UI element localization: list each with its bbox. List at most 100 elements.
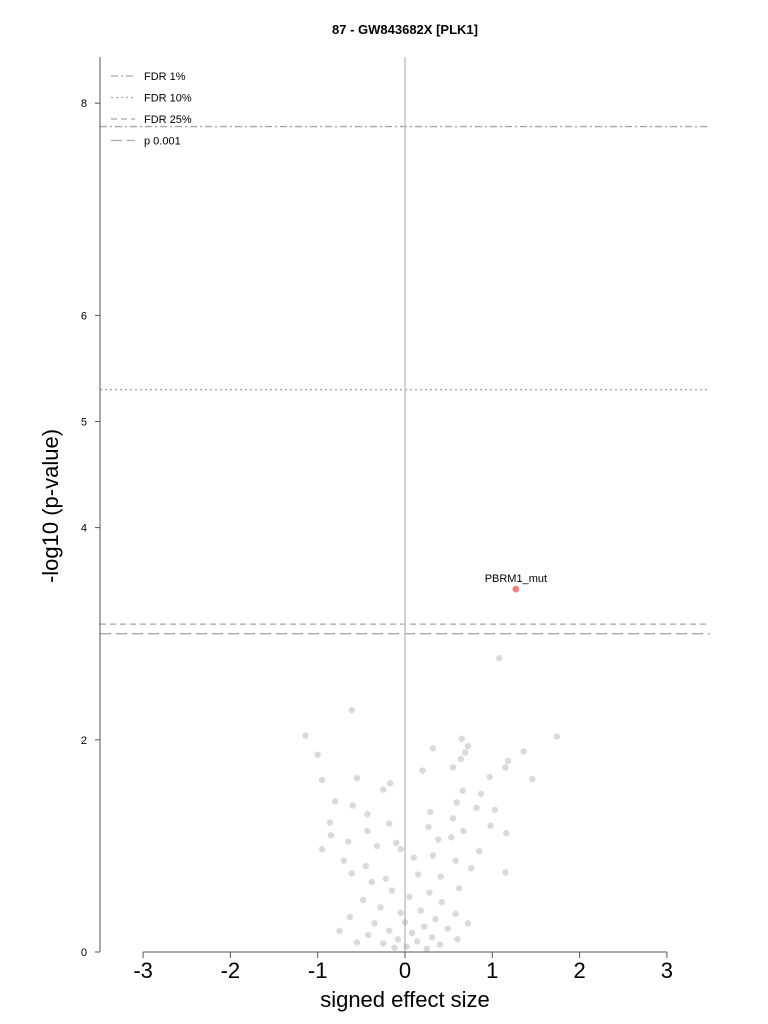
data-point [314, 751, 321, 758]
data-point [438, 898, 445, 906]
x-tick-label: -1 [308, 958, 328, 983]
data-point [473, 804, 480, 811]
x-tick-label: -3 [133, 958, 153, 983]
data-point [359, 896, 367, 904]
data-point [459, 787, 466, 794]
axes: 0 2 4 5 6 8 -3 -2 -1 0 1 2 3 [81, 57, 673, 983]
data-point [428, 933, 436, 941]
data-point [468, 864, 475, 872]
data-point [444, 925, 451, 932]
data-point [365, 931, 372, 939]
y-axis-label: -log10 (p-value) [38, 429, 63, 583]
data-point [491, 806, 499, 814]
data-point [434, 836, 442, 843]
y-tick-label: 6 [81, 310, 87, 322]
data-point [379, 940, 387, 947]
data-point [427, 808, 434, 816]
data-point [349, 802, 356, 809]
data-point [386, 927, 393, 934]
data-point [455, 885, 463, 892]
data-point [388, 887, 396, 894]
data-point [414, 871, 422, 878]
x-tick-label: 0 [399, 958, 411, 983]
data-point [410, 854, 417, 861]
data-point [353, 939, 361, 946]
data-point [340, 857, 348, 864]
data-point [487, 822, 494, 829]
legend-label: FDR 1% [144, 71, 186, 83]
threshold-lines [100, 57, 710, 952]
data-point [348, 706, 355, 714]
point-annotation: PBRM1_mut [485, 573, 547, 585]
data-point [502, 869, 509, 876]
x-tick-label: -2 [221, 958, 241, 983]
data-point [454, 936, 461, 943]
data-point [386, 820, 393, 827]
data-point [417, 907, 424, 914]
data-point [432, 915, 439, 923]
legend-label: p 0.001 [144, 136, 181, 148]
data-point [457, 755, 465, 763]
data-point [386, 780, 394, 787]
y-tick-label: 4 [81, 523, 87, 535]
data-point [408, 929, 416, 937]
data-point [452, 857, 459, 864]
data-point [429, 745, 437, 752]
legend-label: FDR 10% [144, 93, 192, 105]
data-point [460, 827, 467, 835]
x-tick-label: 3 [661, 958, 673, 983]
data-point [520, 748, 527, 755]
data-point [462, 749, 469, 756]
data-point [425, 823, 432, 831]
data-point [353, 774, 361, 782]
data-point [448, 834, 455, 841]
legend: FDR 1% FDR 10% FDR 25% p 0.001 [111, 71, 192, 148]
chart-title: 87 - GW843682X [PLK1] [332, 22, 478, 37]
data-point [452, 910, 459, 918]
data-point [403, 943, 410, 950]
data-point [345, 838, 352, 845]
highlighted-point [512, 585, 520, 593]
data-point [414, 938, 421, 945]
data-point [371, 920, 378, 927]
x-tick-label: 1 [486, 958, 498, 983]
data-point [391, 944, 398, 951]
data-point [401, 919, 409, 926]
x-axis-label: signed effect size [320, 987, 490, 1012]
y-tick-label: 5 [81, 417, 87, 429]
data-point [397, 845, 404, 853]
data-point [394, 936, 402, 943]
data-point [553, 733, 561, 740]
data-point [379, 786, 387, 793]
data-point [449, 764, 457, 771]
data-point [436, 941, 444, 948]
highlighted-points: PBRM1_mut [485, 573, 547, 593]
data-point [449, 815, 457, 822]
y-tick-label: 2 [81, 735, 87, 747]
data-point [429, 852, 437, 859]
data-point [362, 862, 369, 870]
data-point [318, 845, 326, 853]
data-point [476, 848, 483, 855]
data-point [486, 773, 493, 781]
data-point [503, 829, 510, 837]
data-point [477, 790, 485, 798]
x-tick-label: 2 [573, 958, 585, 983]
data-point [326, 819, 334, 826]
data-point [419, 767, 426, 774]
data-point [464, 742, 472, 750]
data-point [423, 945, 431, 953]
data-point [421, 923, 428, 930]
data-point [464, 920, 472, 927]
data-points [302, 654, 561, 953]
data-point [453, 799, 460, 806]
data-point [331, 798, 339, 805]
data-point [318, 776, 326, 784]
data-point [529, 775, 536, 783]
data-point [437, 873, 444, 880]
data-point [302, 732, 309, 739]
data-point [327, 832, 334, 839]
data-point [364, 810, 371, 818]
data-point [348, 870, 355, 877]
legend-label: FDR 25% [144, 114, 192, 126]
